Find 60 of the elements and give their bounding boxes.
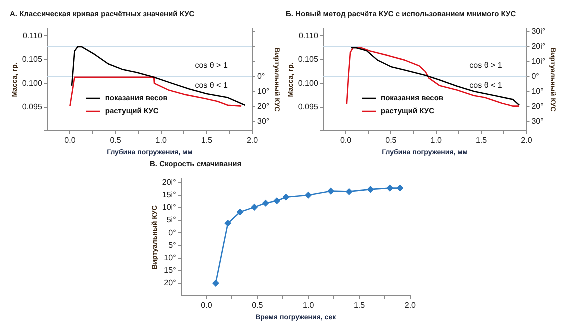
point <box>212 280 220 287</box>
x-tick-label: 2.0 <box>404 301 417 310</box>
y-tick-label: 0.100 <box>22 78 43 88</box>
x-tick-label: 1.5 <box>354 301 366 310</box>
point <box>367 186 374 193</box>
point <box>346 188 353 196</box>
y2-tick-label: 30° <box>258 117 270 126</box>
point <box>237 208 244 216</box>
x-tick-label: 2.0 <box>246 136 259 146</box>
y-tick-label: 0.100 <box>298 78 319 88</box>
point <box>282 194 290 201</box>
y-tick-label: 0.110 <box>298 31 319 40</box>
y2-tick-label: 0° <box>532 72 540 82</box>
y-tick-label: 0.095 <box>298 102 319 112</box>
x-tick-label: 0.5 <box>252 301 264 310</box>
x-tick-label: 0.5 <box>386 136 398 146</box>
point <box>251 204 258 211</box>
y2-tick-label: 10° <box>532 87 544 96</box>
y2-tick-label: 30i° <box>532 26 546 36</box>
x-tick-label: 0.0 <box>201 301 213 310</box>
point <box>305 192 312 199</box>
point <box>224 220 232 227</box>
x-tick-label: 1.0 <box>430 136 442 146</box>
x-tick-label: 1.0 <box>303 301 315 310</box>
y-tick-label: 0.095 <box>22 102 43 112</box>
y-tick-label: 10° <box>164 253 176 262</box>
x-tick-label: 0.0 <box>64 136 76 146</box>
y-tick-label: 0.105 <box>22 55 43 64</box>
x-tick-label: 2.0 <box>521 136 533 146</box>
annotation: cos θ > 1 <box>470 61 503 70</box>
y2-tick-label: 20° <box>258 102 270 112</box>
y-tick-label: 0.105 <box>298 55 319 64</box>
y2-tick-label: 10° <box>258 87 270 96</box>
y2-tick-label: 0° <box>258 72 266 82</box>
x-tick-label: 0.5 <box>110 136 122 146</box>
point <box>386 185 394 192</box>
y-tick-label: 20i° <box>162 178 176 187</box>
x-tick-label: 1.5 <box>201 136 214 146</box>
y2-tick-label: 30° <box>532 117 544 126</box>
y-tick-label: 15° <box>164 266 176 276</box>
annotation: cos θ < 1 <box>470 81 503 90</box>
y-tick-label: 20° <box>164 278 176 288</box>
y2-tick-label: 10i° <box>532 56 546 66</box>
y-tick-label: 0° <box>168 228 176 238</box>
point <box>274 198 280 204</box>
point <box>397 185 404 192</box>
y2-tick-label: 20i° <box>532 42 546 51</box>
x-tick-label: 0.0 <box>340 136 352 146</box>
point <box>262 200 270 207</box>
x-tick-label: 1.0 <box>156 136 168 146</box>
y-tick-label: 15i° <box>162 190 176 200</box>
annotation: cos θ < 1 <box>195 81 228 90</box>
point <box>328 188 334 195</box>
annotation: cos θ > 1 <box>195 61 228 70</box>
y-tick-label: 5i° <box>166 216 176 225</box>
y-tick-label: 5° <box>168 240 176 250</box>
y2-tick-label: 20° <box>532 102 544 112</box>
y-tick-label: 0.110 <box>22 31 43 40</box>
x-tick-label: 1.5 <box>476 136 488 146</box>
y-tick-label: 10i° <box>162 203 176 212</box>
